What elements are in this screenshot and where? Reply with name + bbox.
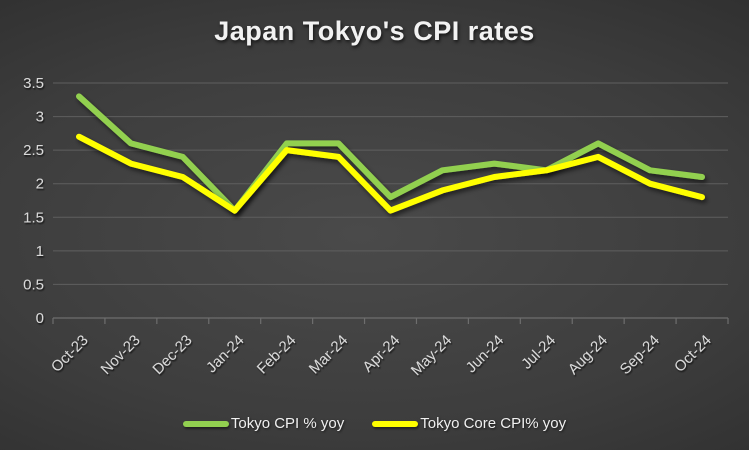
x-axis-tick-label: Jul-24 (518, 332, 559, 373)
y-axis-tick-label: 0.5 (23, 276, 44, 293)
legend-swatch-tokyo-cpi (182, 420, 229, 427)
y-axis-tick-label: 2 (36, 176, 44, 193)
x-axis-tick-label: Mar-24 (306, 332, 352, 378)
legend-item-tokyo-cpi: Tokyo CPI % yoy (182, 415, 345, 432)
legend-label-tokyo-core-cpi: Tokyo Core CPI% yoy (420, 415, 567, 432)
x-axis-tick-label: Dec-23 (149, 332, 195, 378)
x-axis-tick-label: Oct-24 (671, 332, 715, 376)
x-axis-tick-label: Feb-24 (254, 332, 300, 378)
legend-swatch-tokyo-core-cpi (372, 420, 419, 427)
legend-label-tokyo-cpi: Tokyo CPI % yoy (230, 415, 345, 432)
x-axis-tick-label: Aug-24 (565, 332, 611, 378)
chart-title: Japan Tokyo's CPI rates (214, 16, 535, 46)
x-axis-tick-label: May-24 (408, 332, 455, 379)
series-line-tokyo-cpi-yoy (76, 93, 705, 214)
x-axis (52, 317, 729, 324)
x-axis-labels: Oct-23 Nov-23 Dec-23 Jan-24 Feb-24 Mar-24 Apr-… (48, 332, 715, 379)
legend-item-tokyo-core-cpi: Tokyo Core CPI% yoy (372, 415, 566, 432)
gridlines (53, 82, 728, 285)
y-axis-labels: 0 0.5 1 1.5 2 2.5 3 3.5 (23, 75, 44, 327)
x-axis-tick-label: Nov-23 (97, 332, 143, 378)
legend: Tokyo CPI % yoy Tokyo Core CPI% yoy (0, 415, 749, 432)
y-axis-tick-label: 3.5 (23, 75, 44, 92)
x-axis-tick-label: Sep-24 (617, 332, 663, 378)
x-axis-tick-label: Oct-23 (48, 332, 92, 376)
y-axis-tick-label: 1 (36, 243, 44, 260)
x-axis-tick-label: Jan-24 (203, 332, 247, 376)
y-axis-tick-label: 0 (36, 310, 44, 327)
x-axis-tick-label: Apr-24 (359, 332, 403, 376)
x-axis-tick-label: Jun-24 (463, 332, 507, 376)
y-axis-tick-label: 2.5 (23, 142, 44, 159)
series-line-tokyo-core-cpi-yoy (76, 133, 705, 214)
y-axis-tick-label: 3 (36, 109, 44, 126)
y-axis-tick-label: 1.5 (23, 209, 44, 226)
